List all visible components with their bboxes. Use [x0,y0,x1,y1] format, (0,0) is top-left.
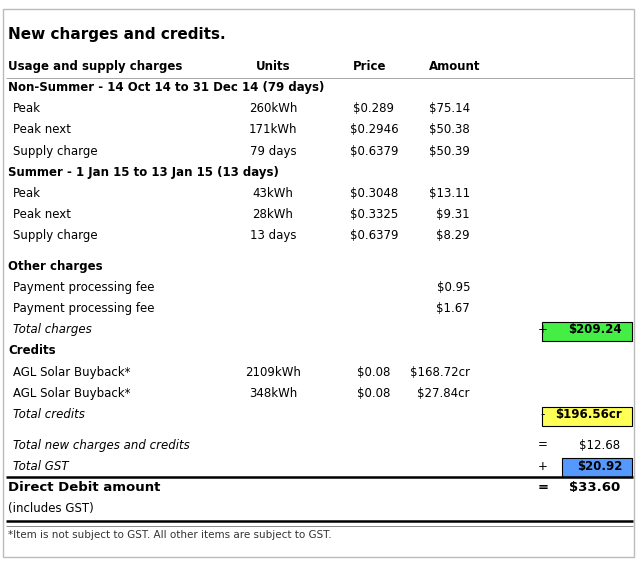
Text: AGL Solar Buyback*: AGL Solar Buyback* [13,387,130,400]
Text: $13.11: $13.11 [429,187,470,200]
Text: $50.39: $50.39 [429,145,470,158]
Text: 79 days: 79 days [250,145,296,158]
Text: =: = [537,481,548,494]
Text: 28kWh: 28kWh [252,208,293,221]
Text: $0.95: $0.95 [436,281,470,294]
Text: 2109kWh: 2109kWh [245,366,301,378]
Text: Total charges: Total charges [13,323,92,336]
Text: Peak: Peak [13,102,41,116]
Text: $168.72cr: $168.72cr [410,366,470,378]
Bar [542,322,632,341]
Text: Amount: Amount [429,60,481,73]
Text: AGL Solar Buyback*: AGL Solar Buyback* [13,366,130,378]
Text: $20.92: $20.92 [576,460,622,473]
Text: Non-Summer - 14 Oct 14 to 31 Dec 14 (79 days): Non-Summer - 14 Oct 14 to 31 Dec 14 (79 … [8,81,325,94]
Text: Total credits: Total credits [13,408,85,421]
Text: $0.08: $0.08 [357,387,390,400]
Text: Units: Units [256,60,290,73]
Text: $209.24: $209.24 [568,323,622,336]
Text: $33.60: $33.60 [569,481,620,494]
Text: $75.14: $75.14 [429,102,470,116]
Text: 348kWh: 348kWh [249,387,297,400]
Text: Peak next: Peak next [13,208,71,221]
Text: Other charges: Other charges [8,260,103,273]
Text: $0.08: $0.08 [357,366,390,378]
Text: +: + [538,323,548,336]
Text: 43kWh: 43kWh [252,187,293,200]
Text: Supply charge: Supply charge [13,229,98,242]
Text: +: + [538,460,548,473]
Text: Payment processing fee: Payment processing fee [13,281,155,294]
Text: $0.2946: $0.2946 [350,123,398,137]
Text: $0.6379: $0.6379 [350,145,398,158]
Text: $9.31: $9.31 [436,208,470,221]
Text: Supply charge: Supply charge [13,145,98,158]
Text: $8.29: $8.29 [436,229,470,242]
Text: Peak next: Peak next [13,123,71,137]
Text: $0.3325: $0.3325 [350,208,398,221]
Text: -: - [541,408,545,421]
Text: $0.3048: $0.3048 [350,187,398,200]
Text: Payment processing fee: Payment processing fee [13,302,155,315]
Text: =: = [538,439,548,452]
Text: (includes GST): (includes GST) [8,502,94,515]
Text: $12.68: $12.68 [579,439,620,452]
Text: Usage and supply charges: Usage and supply charges [8,60,182,73]
Text: $0.6379: $0.6379 [350,229,398,242]
Text: Summer - 1 Jan 15 to 13 Jan 15 (13 days): Summer - 1 Jan 15 to 13 Jan 15 (13 days) [8,166,279,179]
Bar [562,459,632,477]
Text: $50.38: $50.38 [429,123,470,137]
Text: Total new charges and credits: Total new charges and credits [13,439,190,452]
Bar [542,407,632,426]
Text: Total GST: Total GST [13,460,68,473]
Text: 171kWh: 171kWh [249,123,297,137]
Text: Credits: Credits [8,344,56,357]
Text: $0.289: $0.289 [353,102,394,116]
Text: Direct Debit amount: Direct Debit amount [8,481,160,494]
Text: Price: Price [353,60,387,73]
Text: *Item is not subject to GST. All other items are subject to GST.: *Item is not subject to GST. All other i… [8,530,332,540]
Text: $196.56cr: $196.56cr [555,408,622,421]
Text: 13 days: 13 days [250,229,296,242]
Text: New charges and credits.: New charges and credits. [8,27,226,42]
Text: $1.67: $1.67 [436,302,470,315]
Text: 260kWh: 260kWh [249,102,297,116]
Text: Peak: Peak [13,187,41,200]
Text: $27.84cr: $27.84cr [417,387,470,400]
